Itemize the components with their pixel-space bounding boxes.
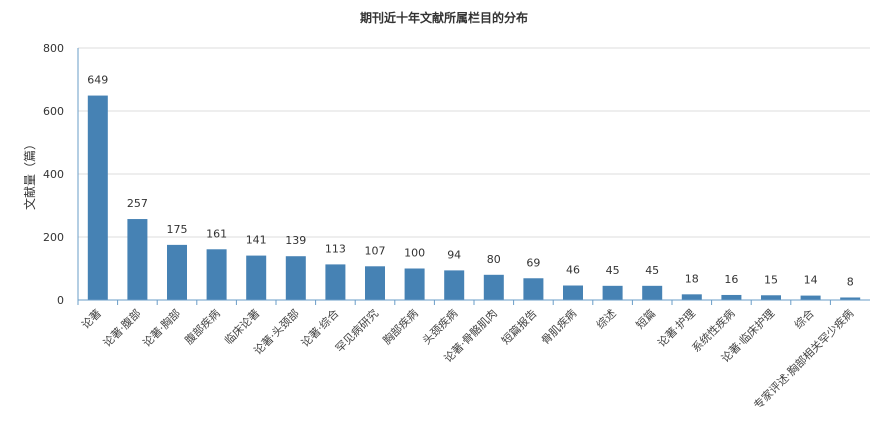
bar bbox=[325, 264, 346, 300]
data-label: 45 bbox=[645, 264, 659, 277]
bar bbox=[800, 295, 821, 300]
data-label: 45 bbox=[606, 264, 620, 277]
x-tick-label: 综合 bbox=[791, 306, 816, 331]
bar bbox=[167, 244, 187, 300]
bar bbox=[721, 294, 742, 300]
data-label: 107 bbox=[365, 244, 386, 257]
data-label: 175 bbox=[167, 223, 188, 236]
data-label: 141 bbox=[246, 234, 267, 247]
bar bbox=[523, 278, 544, 300]
value-labels: 649 257 175 161 141 139 113 107 100 94 80 69 46 45 45 1… bbox=[87, 74, 853, 289]
y-tick-label: 600 bbox=[43, 105, 64, 118]
x-tick-label: 腹部疾病 bbox=[182, 306, 223, 347]
data-label: 8 bbox=[847, 275, 854, 288]
bar bbox=[840, 297, 861, 300]
bar bbox=[761, 295, 781, 300]
data-label: 161 bbox=[206, 227, 227, 240]
y-tick-label: 0 bbox=[57, 294, 64, 307]
y-tick-label: 800 bbox=[43, 42, 64, 55]
data-label: 69 bbox=[526, 256, 540, 269]
data-label: 257 bbox=[127, 197, 148, 210]
chart-title: 期刊近十年文献所属栏目的分布 bbox=[360, 10, 528, 25]
bar bbox=[681, 294, 702, 300]
x-tick-label: 论著·腹部 bbox=[100, 306, 143, 349]
bar bbox=[563, 285, 583, 300]
y-tick-label: 200 bbox=[43, 231, 64, 244]
bars bbox=[87, 95, 861, 300]
x-tick-label: 论著 bbox=[78, 306, 103, 331]
bar bbox=[602, 285, 623, 300]
bar bbox=[285, 256, 306, 300]
y-tick-label: 400 bbox=[43, 168, 64, 181]
bar bbox=[246, 255, 267, 300]
x-tick-label: 胸部疾病 bbox=[380, 306, 421, 347]
x-tick-label: 短篇 bbox=[633, 306, 658, 331]
bar bbox=[127, 219, 148, 300]
x-tick-label: 罕见病研究 bbox=[332, 306, 381, 355]
data-label: 46 bbox=[566, 264, 580, 277]
bar bbox=[206, 249, 227, 300]
bar bbox=[642, 285, 663, 300]
y-axis-ticks: 0 200 400 600 800 bbox=[43, 42, 64, 307]
data-label: 16 bbox=[724, 273, 738, 286]
bar bbox=[87, 95, 108, 300]
data-label: 100 bbox=[404, 247, 425, 260]
bar bbox=[444, 270, 465, 300]
x-tick-label: 综述 bbox=[593, 306, 618, 331]
x-tick-label: 短篇报告 bbox=[499, 306, 540, 347]
data-label: 80 bbox=[487, 253, 501, 266]
data-label: 14 bbox=[804, 274, 818, 287]
data-label: 94 bbox=[447, 248, 461, 261]
gridlines bbox=[78, 47, 870, 238]
bar bbox=[483, 274, 504, 300]
x-tick-label: 临床论著 bbox=[221, 306, 262, 347]
x-tick-label: 头颈疾病 bbox=[419, 306, 460, 347]
data-label: 15 bbox=[764, 273, 778, 286]
data-label: 139 bbox=[285, 234, 306, 247]
data-label: 18 bbox=[685, 272, 699, 285]
x-tick-label: 骨肌疾病 bbox=[538, 306, 579, 347]
data-label: 113 bbox=[325, 242, 346, 255]
y-axis-label: 文献量（篇） bbox=[22, 138, 37, 210]
bar bbox=[365, 266, 385, 300]
x-tick-label: 论著·胸部 bbox=[140, 306, 183, 349]
bar bbox=[404, 268, 425, 300]
data-label: 649 bbox=[87, 74, 108, 87]
